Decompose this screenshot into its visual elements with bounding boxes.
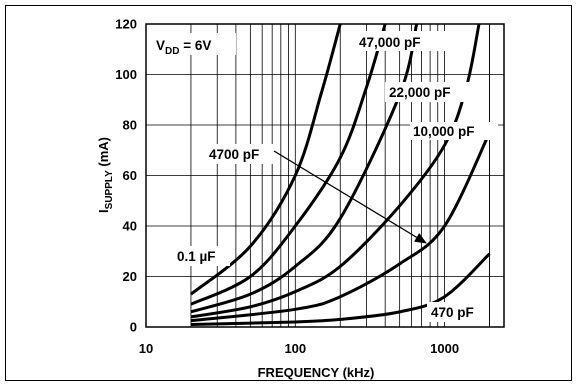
y-tick-label: 60: [123, 168, 137, 183]
label-470-bg: [427, 302, 485, 322]
x-tick-label: 100: [284, 341, 306, 356]
label-22000pf: 22,000 pF: [389, 85, 451, 100]
label-47000pf: 47,000 pF: [359, 35, 421, 50]
y-tick-label: 20: [123, 269, 137, 284]
x-tick-label: 10: [139, 341, 153, 356]
x-axis-title: FREQUENCY (kHz): [258, 365, 375, 380]
y-tick-label: 120: [115, 17, 137, 32]
plot-border: [145, 23, 505, 328]
x-tick-labels: 10 100 1000: [139, 341, 459, 356]
y-tick-labels: 0 20 40 60 80 100 120: [115, 17, 137, 335]
y-tick-label: 40: [123, 219, 137, 234]
label-01uf: 0.1 µF: [177, 249, 216, 264]
label-47000-bg: [355, 31, 445, 51]
label-470pf: 470 pF: [431, 305, 474, 320]
grid: [146, 24, 504, 327]
y-tick-label: 0: [130, 320, 137, 335]
condition-label-bg: [152, 33, 236, 55]
label-10000pf: 10,000 pF: [413, 124, 475, 139]
series-line: [189, 23, 342, 296]
pointer-arrow: [273, 150, 427, 244]
y-tick-label: 80: [123, 118, 137, 133]
label-01uf-bg: [172, 246, 230, 266]
x-tick-label: 1000: [430, 341, 459, 356]
series-line: [190, 131, 491, 323]
y-axis-title: ISUPPLY (mA): [96, 137, 115, 213]
label-4700pf: 4700 pF: [209, 147, 259, 162]
series-line: [190, 23, 387, 306]
condition-label: VDD = 6V: [156, 38, 211, 57]
y-tick-label: 100: [115, 67, 137, 82]
label-4700-bg: [205, 144, 273, 164]
label-10000-bg: [410, 122, 498, 140]
series-line: [190, 252, 491, 326]
chart-frame: [5, 5, 572, 381]
label-22000-bg: [385, 82, 471, 102]
